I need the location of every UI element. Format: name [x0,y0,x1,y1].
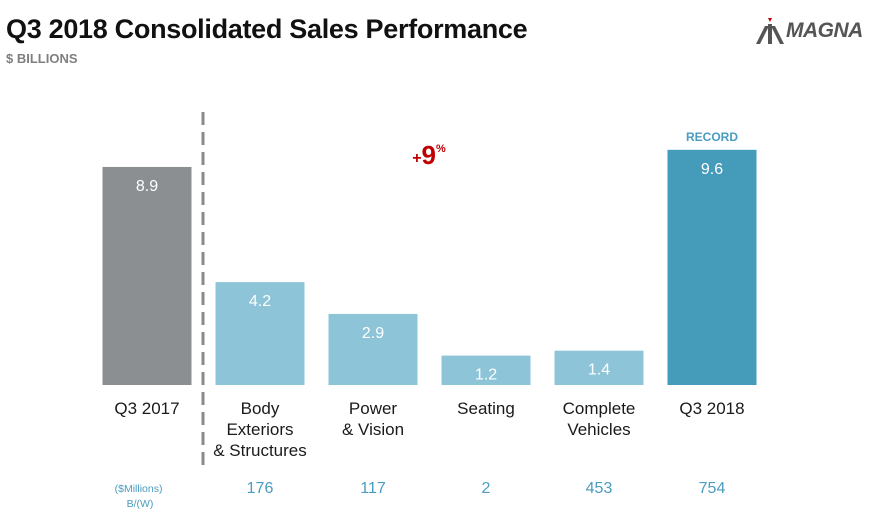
category-label-q3-2018: Q3 2018 [679,399,744,418]
record-annotation: RECORD [686,130,738,144]
bar-q3-2018 [667,149,757,385]
growth-unit: % [436,143,446,155]
bar-value-label-q3-2018: 9.6 [701,161,723,178]
labels-group: 8.9 Q3 2017 4.2 Body Exteriors & Structures 17… [114,161,744,497]
bar-complete-vehicles [554,350,644,385]
category-label-seating: Seating [457,399,515,418]
category-label-power-vision: Power & Vision [342,399,404,439]
bar-body-exteriors-structures [215,282,305,385]
growth-sign: + [412,150,421,167]
footer-value-body-exteriors-structures: 176 [247,480,274,497]
magna-logo-text: MAGNA [786,19,863,42]
category-label-q3-2017: Q3 2017 [114,399,179,418]
growth-value: 9 [422,140,436,170]
category-label-complete-vehicles: Complete Vehicles [563,399,636,439]
bar-value-label-power-vision: 2.9 [362,325,384,342]
bar-value-label-complete-vehicles: 1.4 [588,362,610,379]
bar-value-label-q3-2017: 8.9 [136,178,158,195]
bar-value-label-body-exteriors-structures: 4.2 [249,293,271,310]
units-subtitle: $ BILLIONS [6,51,78,66]
category-label-body-exteriors-structures: Body Exteriors & Structures [213,399,307,460]
bar-value-label-seating: 1.2 [475,367,497,384]
magna-logo-icon [756,18,784,44]
bar-power-vision [328,313,418,385]
footer-value-q3-2018: 754 [699,480,726,497]
growth-annotation: +9% [412,140,446,170]
page-title: Q3 2018 Consolidated Sales Performance [6,14,528,44]
footer-value-complete-vehicles: 453 [586,480,613,497]
bars-group [102,149,757,385]
footer-caption-line-2: B/(W) [127,498,154,510]
footer-caption-line-1: ($Millions) [115,483,163,495]
bar-q3-2017 [102,166,192,385]
bar-seating [441,355,531,385]
footer-value-power-vision: 117 [360,480,386,497]
footer-caption: ($Millions) B/(W) [115,483,166,510]
magna-logo: MAGNA [756,17,863,45]
footer-value-seating: 2 [482,480,491,497]
